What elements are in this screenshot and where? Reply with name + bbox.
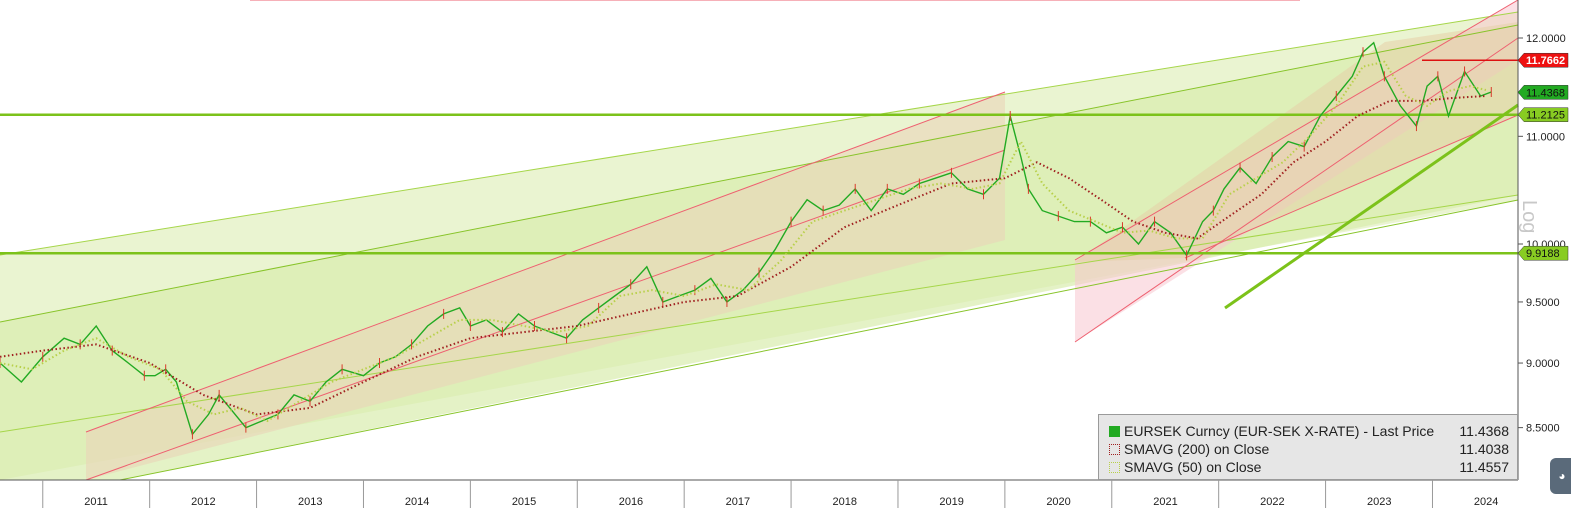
legend-value-sma200: 11.4038 xyxy=(1459,441,1509,457)
channel-line xyxy=(0,11,1519,256)
price-tag-2 xyxy=(1517,107,1569,122)
x-tick-label: 2015 xyxy=(512,496,536,508)
trend-channels xyxy=(0,0,1519,481)
legend-swatch-price xyxy=(1109,426,1120,437)
x-tick-label: 2024 xyxy=(1474,496,1498,508)
series-line-0 xyxy=(0,41,1492,436)
y-tick-label: 9.5000 xyxy=(1526,297,1560,309)
price-tag-label: 9.9188 xyxy=(1526,248,1560,260)
channel-line xyxy=(85,149,1006,481)
x-tick-label: 2012 xyxy=(191,496,215,508)
price-tags: 11.7662 11.4368 11.2125 9.9188 xyxy=(1517,52,1569,261)
channel-line xyxy=(0,24,1519,323)
legend: EURSEK Curncy (EUR-SEK X-RATE) - Last Pr… xyxy=(1098,414,1518,480)
y-tick-label: 9.0000 xyxy=(1526,358,1560,370)
price-tag-label: 11.7662 xyxy=(1526,55,1565,67)
series-lines xyxy=(0,41,1492,440)
x-tick-label: 2013 xyxy=(298,496,322,508)
price-tag-label: 11.4368 xyxy=(1526,87,1565,99)
panel-toggle-button[interactable]: ◕ xyxy=(1550,458,1571,494)
channel-line xyxy=(1184,114,1519,259)
series-line-1 xyxy=(0,95,1486,416)
x-tick-label: 2014 xyxy=(405,496,429,508)
y-tick-label: 11.0000 xyxy=(1526,131,1565,143)
legend-row-price[interactable]: EURSEK Curncy (EUR-SEK X-RATE) - Last Pr… xyxy=(1109,422,1509,440)
price-tag-1 xyxy=(1517,85,1569,100)
x-tick-label: 2022 xyxy=(1260,496,1284,508)
x-tick-label: 2023 xyxy=(1367,496,1391,508)
channel-line xyxy=(1074,37,1519,343)
legend-row-sma200[interactable]: SMAVG (200) on Close 11.4038 xyxy=(1109,440,1509,458)
channel-line xyxy=(1074,0,1519,261)
legend-value-price: 11.4368 xyxy=(1459,423,1509,439)
channel-line xyxy=(119,199,1519,481)
price-tag-0 xyxy=(1517,52,1569,68)
x-tick-label: 2020 xyxy=(1046,496,1070,508)
x-tick-label: 2021 xyxy=(1153,496,1177,508)
x-tick-label: 2017 xyxy=(726,496,750,508)
legend-row-sma50[interactable]: SMAVG (50) on Close 11.4557 xyxy=(1109,458,1509,476)
late-channel-fill xyxy=(1075,22,1518,262)
price-tag-3 xyxy=(1517,245,1569,261)
legend-label-sma200: SMAVG (200) on Close xyxy=(1124,441,1270,457)
legend-swatch-sma50 xyxy=(1109,462,1120,473)
legend-label-price: EURSEK Curncy (EUR-SEK X-RATE) - Last Pr… xyxy=(1124,423,1435,439)
price-tag-label: 11.2125 xyxy=(1526,110,1565,122)
y-tick-label: 12.0000 xyxy=(1526,33,1566,45)
channel-line xyxy=(85,91,1006,433)
legend-value-sma50: 11.4557 xyxy=(1459,459,1509,475)
horizontal-levels xyxy=(0,59,1518,255)
legend-swatch-sma200 xyxy=(1109,444,1120,455)
log-scale-label: Log xyxy=(1518,200,1540,234)
x-tick-label: 2011 xyxy=(84,496,108,508)
y-tick-label: 8.5000 xyxy=(1526,423,1560,435)
x-tick-label: 2019 xyxy=(939,496,963,508)
x-tick-label: 2016 xyxy=(619,496,643,508)
channel-line xyxy=(1224,103,1519,310)
x-tick-label: 2018 xyxy=(833,496,857,508)
legend-label-sma50: SMAVG (50) on Close xyxy=(1124,459,1262,475)
channel-line xyxy=(0,194,1519,433)
